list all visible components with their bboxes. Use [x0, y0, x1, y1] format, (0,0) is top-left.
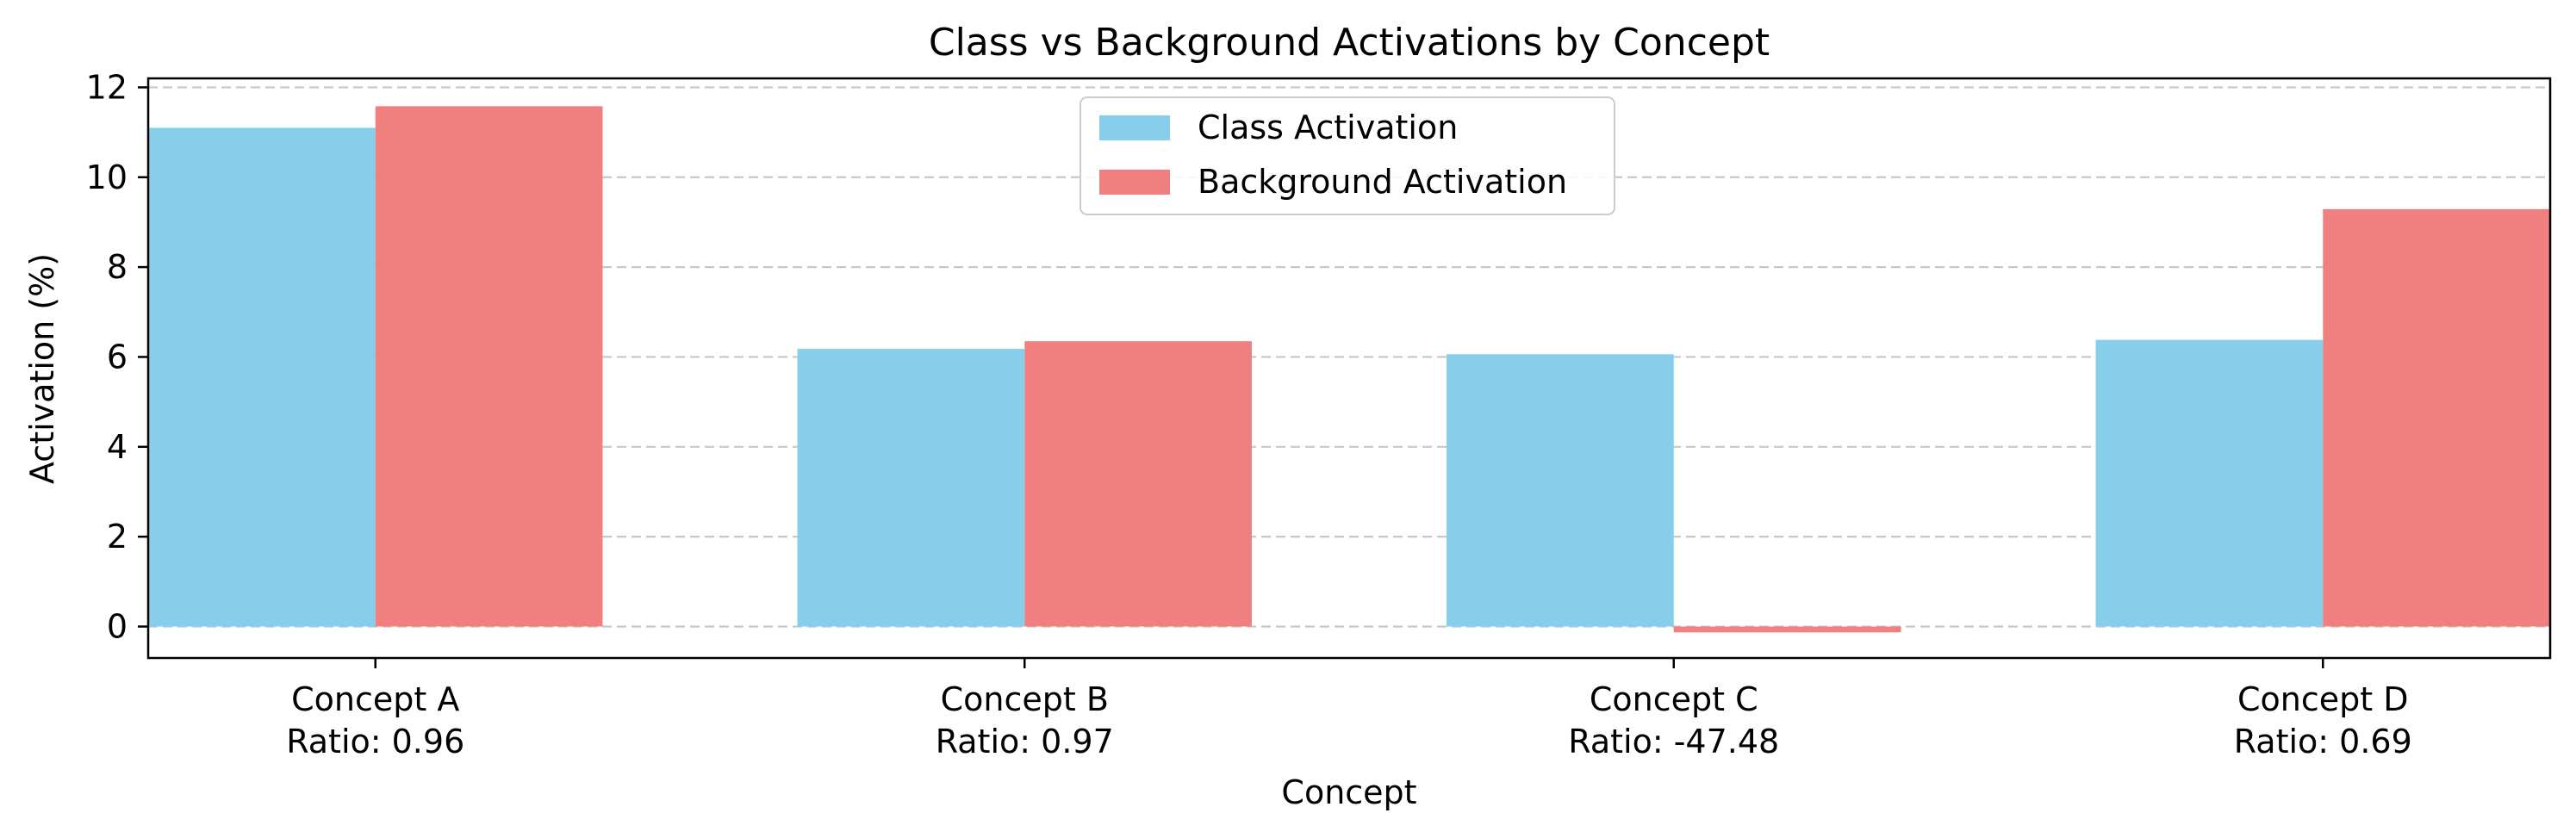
- bar-background-3: [2323, 208, 2550, 627]
- bar-class-0: [148, 127, 376, 627]
- x-axis-label: Concept: [1281, 773, 1416, 811]
- legend-swatch: [1099, 115, 1170, 140]
- bar-class-3: [2095, 339, 2324, 627]
- bar-background-2: [1673, 626, 1901, 633]
- x-tick-label: Concept B: [941, 680, 1109, 718]
- legend-label: Background Activation: [1198, 163, 1567, 201]
- y-tick-label: 12: [86, 68, 128, 106]
- plot-frame: [146, 77, 2552, 660]
- bars: [148, 106, 2550, 633]
- bar-background-0: [375, 106, 603, 627]
- x-tick-sublabel: Ratio: 0.69: [2234, 723, 2412, 760]
- x-tick-label: Concept D: [2237, 680, 2409, 718]
- y-tick-label: 0: [107, 607, 128, 645]
- x-axis-ticks: Concept A Ratio: 0.96 Concept B Ratio: 0.97…: [286, 658, 2412, 760]
- legend-label: Class Activation: [1198, 109, 1458, 146]
- y-tick-label: 8: [107, 248, 128, 286]
- y-axis-ticks: 0 2 4 6 8 10 12: [86, 68, 148, 645]
- chart-title: Class vs Background Activations by Conce…: [929, 21, 1770, 65]
- x-tick-label: Concept A: [291, 680, 459, 718]
- legend: Class Activation Background Activation: [1080, 96, 1615, 215]
- y-axis-label: Activation (%): [23, 253, 61, 484]
- x-tick-sublabel: Ratio: -47.48: [1568, 723, 1779, 760]
- bar-class-1: [797, 349, 1025, 627]
- y-tick-label: 6: [107, 338, 128, 376]
- x-tick-sublabel: Ratio: 0.97: [936, 723, 1114, 760]
- x-tick-sublabel: Ratio: 0.96: [286, 723, 464, 760]
- bar-class-2: [1447, 354, 1674, 627]
- x-tick-label: Concept C: [1590, 680, 1758, 718]
- y-tick-label: 10: [86, 158, 128, 196]
- y-tick-label: 4: [107, 428, 128, 466]
- legend-box: [1080, 96, 1615, 215]
- y-tick-label: 2: [107, 518, 128, 556]
- legend-swatch: [1099, 170, 1170, 195]
- bar-background-1: [1024, 341, 1252, 627]
